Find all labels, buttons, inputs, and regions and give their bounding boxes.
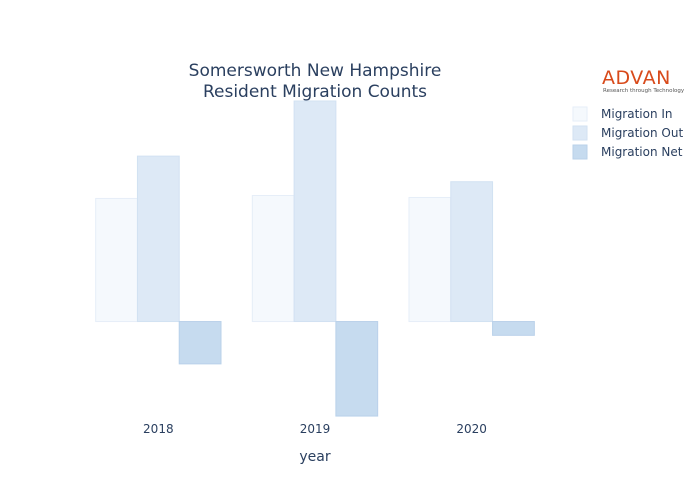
bar-migration-net-2018 [178, 321, 222, 365]
bar-migration-out-2018 [136, 155, 180, 323]
x-tick-label-2020: 2020 [456, 422, 487, 436]
legend-label-migration-net[interactable]: Migration Net [601, 145, 683, 159]
bar-migration-in-2018 [95, 197, 138, 323]
x-axis-title: year [299, 449, 330, 465]
bar-migration-out-2020 [450, 181, 494, 323]
logo-tagline: Research through Technology [603, 88, 685, 94]
chart-title-line-1: Somersworth New Hampshire [189, 61, 442, 81]
bar-layer [95, 100, 535, 417]
legend: Migration In Migration Out Migration Net [572, 106, 683, 160]
x-tick-labels: 2018 2019 2020 [143, 422, 487, 436]
chart-title-line-2: Resident Migration Counts [203, 82, 427, 102]
legend-label-migration-out[interactable]: Migration Out [601, 126, 683, 140]
bar-migration-in-2019 [251, 195, 295, 323]
legend-swatch-migration-in[interactable] [572, 106, 588, 122]
legend-label-migration-in[interactable]: Migration In [601, 107, 673, 121]
logo-text: ADVAN [602, 67, 671, 89]
bar-migration-in-2020 [408, 196, 452, 323]
advan-logo: ADVAN Research through Technology [602, 67, 685, 94]
bar-migration-out-2019 [293, 100, 337, 323]
legend-swatch-migration-net[interactable] [572, 144, 588, 160]
x-tick-label-2018: 2018 [143, 422, 174, 436]
bar-migration-net-2019 [335, 321, 379, 417]
bar-migration-net-2020 [492, 321, 535, 336]
x-tick-label-2019: 2019 [300, 422, 331, 436]
legend-swatch-migration-out[interactable] [572, 125, 588, 141]
